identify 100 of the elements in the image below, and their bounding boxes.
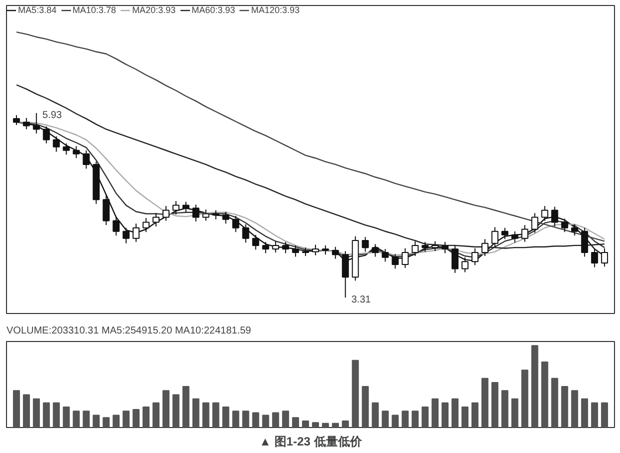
bar <box>412 410 419 428</box>
bar <box>352 360 359 428</box>
bar <box>92 414 100 428</box>
candlestick <box>222 211 230 224</box>
bar <box>481 378 488 428</box>
candlestick <box>252 234 260 250</box>
bar <box>252 412 260 428</box>
bar <box>471 402 478 428</box>
candlestick <box>62 142 70 156</box>
bar <box>72 410 80 428</box>
candlestick <box>581 227 588 258</box>
bar <box>382 410 389 428</box>
bar <box>302 420 310 428</box>
bar <box>581 398 588 428</box>
bar <box>102 417 110 428</box>
bar <box>242 410 250 428</box>
annotation: 5.93 <box>42 110 62 122</box>
bar <box>601 402 608 428</box>
candlestick <box>531 212 538 234</box>
legend-label: MA10:3.78 <box>72 5 116 15</box>
bar <box>402 410 409 428</box>
candlestick <box>182 201 190 213</box>
bar <box>52 402 60 428</box>
candlestick <box>242 224 250 244</box>
bar <box>272 412 280 428</box>
bar <box>42 402 50 428</box>
legend-label: MA20:3.93 <box>132 5 176 15</box>
candlestick <box>132 223 140 242</box>
candlestick <box>122 227 130 244</box>
bar <box>322 422 329 428</box>
candlestick <box>571 224 578 236</box>
candlestick <box>192 204 200 222</box>
bar <box>561 386 568 428</box>
bar <box>142 406 150 428</box>
bar <box>452 398 459 428</box>
candlestick <box>112 216 120 236</box>
candlestick <box>102 194 110 226</box>
candlestick <box>491 226 498 248</box>
bar <box>32 398 40 428</box>
legend-label: MA5:3.84 <box>18 5 57 15</box>
bar <box>551 378 558 428</box>
bar <box>22 394 30 428</box>
candlestick <box>172 200 180 215</box>
candlestick <box>42 126 50 144</box>
bar <box>152 402 160 428</box>
bar <box>122 410 130 428</box>
bar <box>432 398 439 428</box>
bar <box>282 410 290 428</box>
bar <box>591 402 598 428</box>
bar <box>501 390 508 428</box>
candlestick <box>262 241 270 254</box>
bar <box>342 420 349 428</box>
bar <box>232 410 240 428</box>
bar <box>222 406 230 428</box>
bar <box>372 402 379 428</box>
candlestick <box>312 244 319 256</box>
bar <box>202 402 210 428</box>
candlestick <box>142 217 150 233</box>
candlestick <box>551 206 558 227</box>
bar <box>511 398 518 428</box>
bar <box>62 406 70 428</box>
bar <box>262 414 270 428</box>
candlestick <box>282 241 290 254</box>
bar <box>112 414 120 428</box>
candlestick <box>332 246 339 260</box>
bar <box>491 382 498 428</box>
candlestick <box>541 206 548 222</box>
chart-title: VOLUME:203310.31 MA5:254915.20 MA10:224181.59 <box>6 326 252 336</box>
candlestick <box>152 212 160 227</box>
candlestick <box>372 244 379 258</box>
bar <box>172 394 180 428</box>
bar <box>422 406 429 428</box>
bar <box>541 361 548 428</box>
bar <box>531 345 538 428</box>
bar <box>392 414 399 428</box>
candlestick <box>272 240 280 253</box>
bar <box>521 370 528 428</box>
candlestick <box>501 227 508 240</box>
candlestick <box>362 236 369 252</box>
text: ▲ 图1-23 低量低价 <box>259 434 363 448</box>
bar <box>292 417 300 428</box>
candlestick <box>412 240 419 257</box>
bar <box>332 422 339 428</box>
bar <box>462 406 468 428</box>
candlestick <box>561 218 568 233</box>
candlestick <box>202 209 210 222</box>
bar <box>82 410 90 428</box>
candlestick <box>442 241 449 254</box>
bar <box>362 386 369 428</box>
candlestick <box>521 224 528 242</box>
bar <box>12 390 20 428</box>
bar <box>312 422 319 428</box>
candlestick <box>422 241 429 252</box>
candlestick <box>232 215 240 233</box>
candlestick <box>52 136 60 152</box>
candlestick <box>292 244 300 258</box>
candlestick <box>481 238 488 257</box>
bar <box>571 390 578 428</box>
legend-label: MA60:3.93 <box>192 5 236 15</box>
bar <box>192 398 200 428</box>
